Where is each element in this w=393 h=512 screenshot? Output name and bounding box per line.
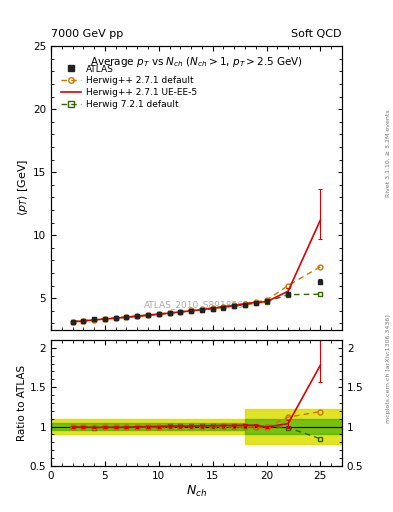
Text: ATLAS_2010_S8918562: ATLAS_2010_S8918562 xyxy=(144,300,249,309)
Text: 7000 GeV pp: 7000 GeV pp xyxy=(51,29,123,39)
X-axis label: $N_{ch}$: $N_{ch}$ xyxy=(186,483,207,499)
Y-axis label: $\langle p_T \rangle$ [GeV]: $\langle p_T \rangle$ [GeV] xyxy=(16,159,30,217)
Text: Average $p_T$ vs $N_{ch}$ ($N_{ch} > 1$, $p_T > 2.5$ GeV): Average $p_T$ vs $N_{ch}$ ($N_{ch} > 1$,… xyxy=(90,55,303,69)
Text: Soft QCD: Soft QCD xyxy=(292,29,342,39)
Legend: ATLAS, Herwig++ 2.7.1 default, Herwig++ 2.7.1 UE-EE-5, Herwig 7.2.1 default: ATLAS, Herwig++ 2.7.1 default, Herwig++ … xyxy=(59,62,199,112)
Text: Rivet 3.1.10, ≥ 3.2M events: Rivet 3.1.10, ≥ 3.2M events xyxy=(386,110,391,198)
Text: mcplots.cern.ch [arXiv:1306.3436]: mcplots.cern.ch [arXiv:1306.3436] xyxy=(386,314,391,423)
Y-axis label: Ratio to ATLAS: Ratio to ATLAS xyxy=(17,365,27,441)
